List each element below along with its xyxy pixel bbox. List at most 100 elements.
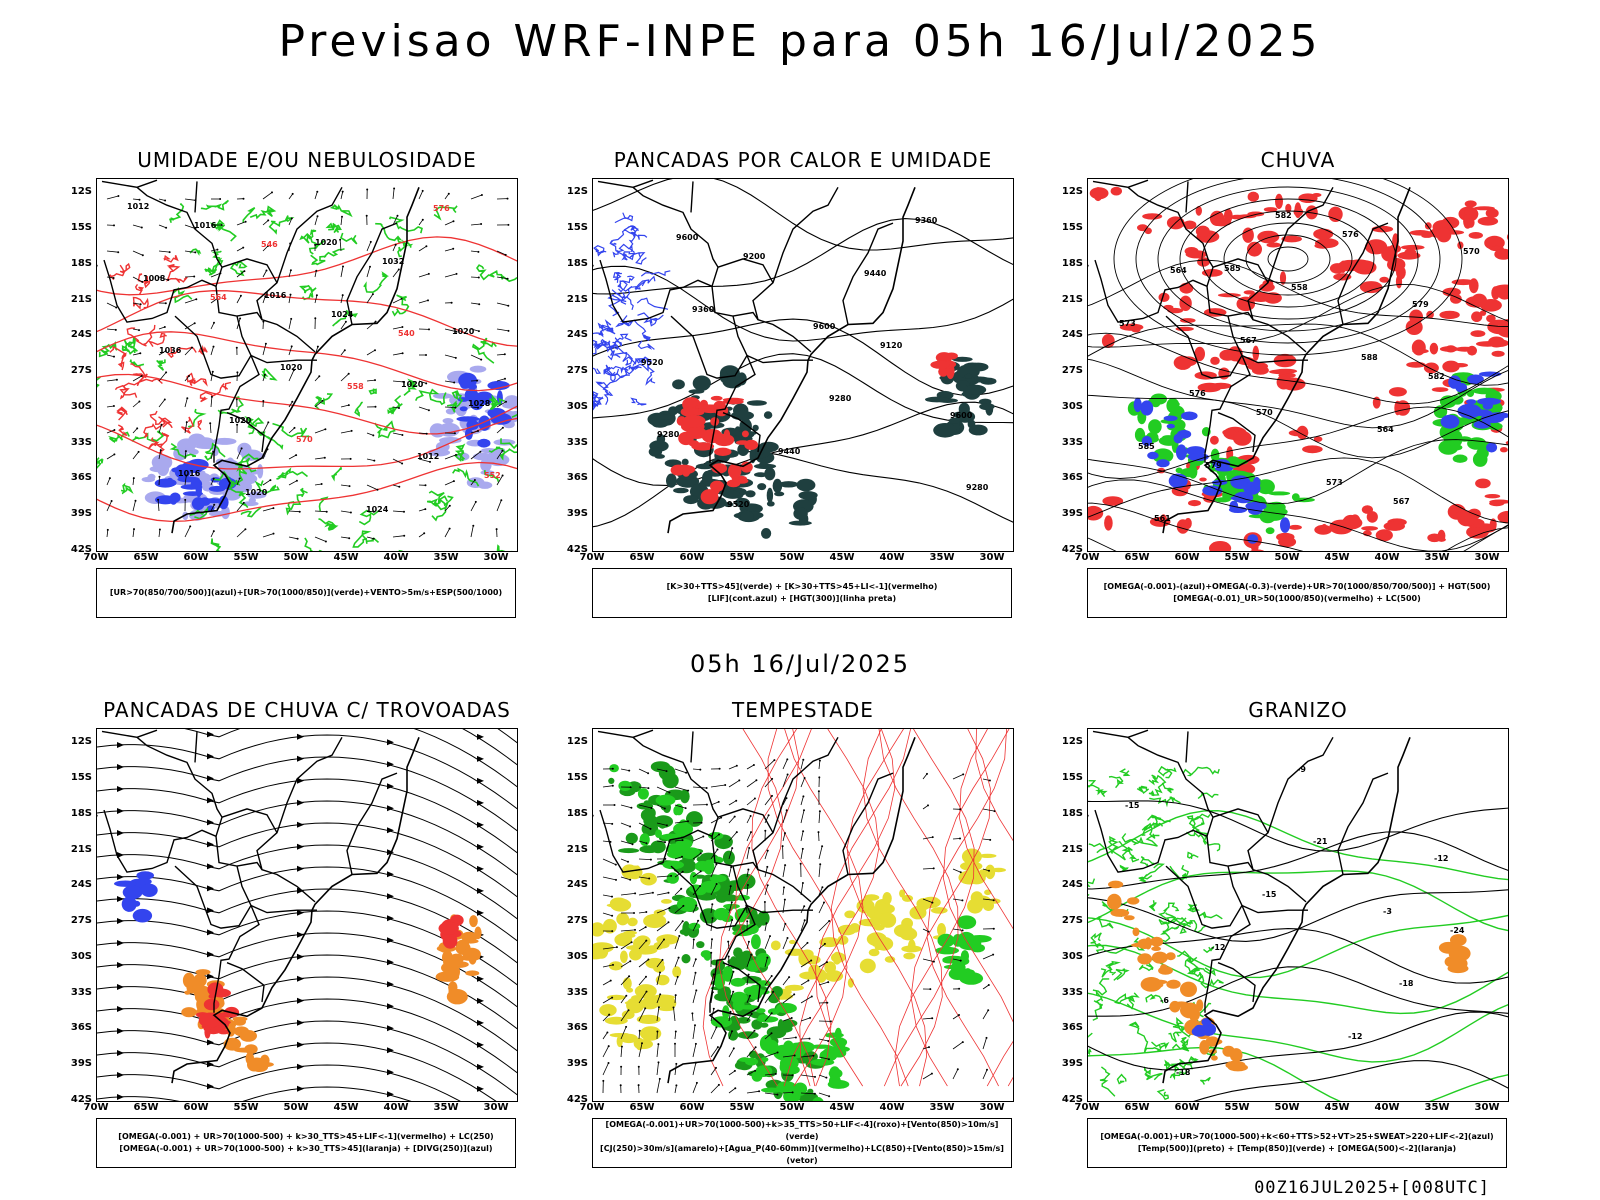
wind-vector — [750, 831, 752, 834]
streamline-arrow — [387, 761, 394, 768]
wind-vector — [158, 529, 161, 538]
wind-vector — [782, 1017, 792, 1022]
lifted-index-contour — [617, 275, 635, 293]
strong-ascent-area — [1488, 422, 1503, 431]
wind-vector — [638, 892, 653, 896]
humidity-high-area — [202, 498, 224, 504]
wind-vector — [507, 223, 510, 226]
wind-vector — [922, 1046, 930, 1050]
longitude-label: 65W — [629, 552, 655, 563]
jet-stream-area — [608, 961, 623, 971]
wind-vector — [747, 940, 750, 943]
political-border — [1165, 286, 1243, 379]
omega-500-area — [1196, 999, 1204, 1012]
height-500-contour — [1267, 246, 1309, 272]
wind-vector — [444, 220, 454, 226]
wind-vector — [710, 1046, 719, 1058]
wind-vector — [496, 302, 509, 307]
jet-stream-area — [634, 1039, 653, 1050]
jet-stream-area — [784, 984, 804, 991]
panel-title: CHUVA — [1260, 148, 1336, 172]
wind-vector — [369, 265, 371, 268]
instability-area — [933, 423, 957, 438]
strong-ascent-area — [1152, 448, 1174, 464]
wind-vector — [444, 354, 456, 359]
temp-850-contour — [1119, 768, 1131, 777]
latitude-label: 15S — [70, 222, 92, 234]
rain-probability-area — [1379, 276, 1389, 283]
wind-vector — [826, 961, 828, 964]
rain-probability-area — [1497, 510, 1508, 524]
streamline-arrow — [297, 799, 304, 806]
wind-vector — [956, 1068, 959, 1071]
wind-vector — [374, 320, 377, 323]
instability-lifted-area — [744, 439, 759, 450]
wind-vector — [341, 215, 343, 218]
wind-vector — [674, 921, 684, 932]
temp-850-contour — [1186, 831, 1221, 852]
wind-vector — [132, 302, 141, 305]
wind-vector — [401, 352, 404, 355]
rain-probability-area — [1278, 536, 1297, 548]
humidity-mid-level-area — [493, 439, 516, 446]
streamline-arrow — [207, 775, 214, 782]
longitude-label: 45W — [333, 1102, 359, 1113]
wind-vector — [165, 371, 168, 374]
wind-vector — [288, 193, 294, 200]
rain-probability-area — [1445, 345, 1457, 353]
longitude-label: 35W — [929, 552, 955, 563]
wind-vector — [612, 963, 614, 966]
wind-vector — [799, 862, 802, 865]
wind-vector — [727, 941, 730, 950]
wind-vector — [211, 370, 214, 373]
instability-area — [957, 364, 980, 379]
jet-stream-area — [985, 864, 996, 880]
wind-vector — [746, 831, 752, 842]
wind-vector — [501, 449, 504, 452]
temp-850-contour — [1168, 1031, 1182, 1043]
wind-vector — [213, 321, 215, 324]
wind-vector — [764, 885, 769, 896]
streamline-arrow — [387, 805, 394, 812]
contour-label: 552 — [484, 471, 501, 480]
political-border — [632, 729, 654, 738]
contour-label: 564 — [1377, 425, 1394, 434]
wind-vector — [735, 764, 738, 767]
streamline-250 — [97, 1042, 497, 1101]
humidity-low-level-contour — [210, 538, 222, 551]
wind-vector — [371, 293, 374, 296]
field-layer — [97, 729, 517, 1101]
wind-vector — [132, 224, 142, 228]
humidity-low-level-contour — [240, 506, 262, 518]
thunderstorm-area — [234, 1047, 257, 1053]
wind-850-area — [761, 1034, 772, 1050]
wind-vector — [801, 882, 804, 884]
rain-probability-area — [1101, 334, 1115, 348]
longitude-label: 65W — [133, 552, 159, 563]
wind-vector — [470, 194, 483, 200]
wind-vector — [959, 837, 961, 840]
wind-vector — [138, 400, 141, 403]
wind-850-area — [609, 764, 619, 773]
wind-vector — [712, 973, 715, 976]
wind-vector — [818, 832, 820, 842]
instability-lifted-area — [714, 447, 732, 456]
jet-stream-area — [967, 871, 986, 885]
wind-vector — [992, 927, 995, 930]
wind-vector — [158, 476, 160, 486]
jet-stream-area — [626, 997, 645, 1014]
height-500-contour — [1088, 406, 1508, 479]
wind-vector — [718, 767, 721, 770]
rain-probability-area — [1243, 290, 1255, 295]
contour-label: 9600 — [950, 411, 973, 420]
wind-vector — [184, 451, 187, 460]
jet-stream-area — [876, 936, 888, 946]
longitude-label: 35W — [433, 552, 459, 563]
instability-area — [798, 491, 818, 500]
wind-vector — [340, 321, 347, 330]
rain-probability-area — [1185, 250, 1207, 259]
thickness-contour — [147, 437, 160, 450]
lifted-index-contour — [603, 364, 632, 377]
rain-probability-area — [1494, 248, 1508, 260]
rain-probability-area — [1209, 541, 1232, 551]
